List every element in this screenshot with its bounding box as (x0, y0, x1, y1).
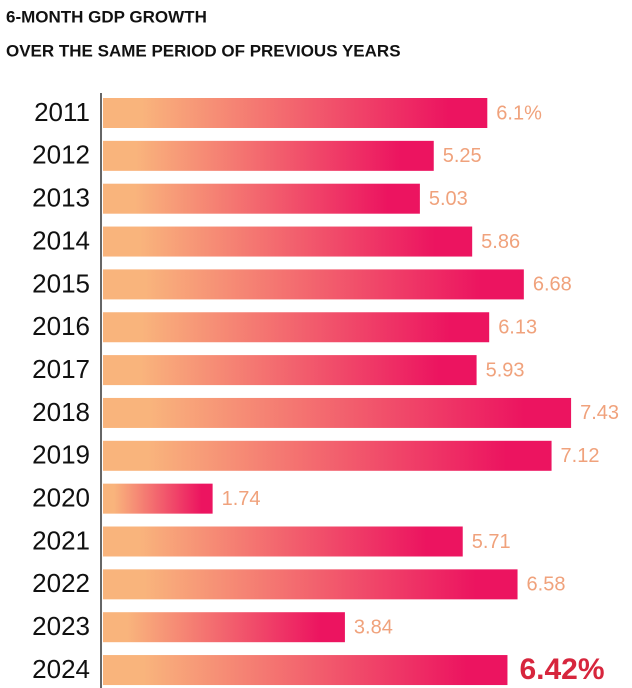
bar (103, 440, 552, 471)
value-label: 5.86 (481, 231, 520, 253)
value-label: 3.84 (354, 616, 393, 638)
value-label: 6.13 (498, 317, 537, 339)
value-label: 1.74 (222, 488, 261, 510)
chart-subtitle: OVER THE SAME PERIOD OF PREVIOUS YEARS (6, 41, 401, 60)
y-tick-label: 2017 (32, 354, 90, 384)
value-label: 6.1% (496, 102, 542, 124)
y-tick-label: 2018 (32, 397, 90, 427)
value-label: 6.58 (527, 574, 566, 596)
y-tick-label: 2011 (34, 97, 90, 127)
y-tick-label: 2020 (32, 483, 90, 513)
chart-title: 6-MONTH GDP GROWTH (6, 7, 207, 26)
y-tick-label: 2023 (32, 611, 90, 641)
y-tick-label: 2022 (32, 568, 90, 598)
bar (103, 226, 473, 257)
bar (103, 483, 213, 514)
value-label: 5.03 (429, 188, 468, 210)
bar (103, 98, 488, 128)
y-tick-label: 2019 (32, 440, 90, 470)
y-tick-label: 2021 (32, 525, 90, 555)
value-label: 5.25 (443, 145, 482, 167)
bar (103, 183, 420, 214)
value-label: 6.68 (533, 274, 572, 296)
bar (103, 312, 490, 343)
value-label: 5.93 (486, 359, 525, 381)
y-tick-label: 2014 (32, 225, 90, 255)
bar (103, 526, 463, 557)
bar (103, 655, 508, 686)
bar (103, 355, 477, 386)
bar (103, 140, 434, 171)
bar (103, 269, 524, 300)
value-label: 7.12 (561, 445, 600, 467)
bar (103, 397, 572, 428)
value-label: 6.42% (519, 653, 604, 686)
value-label: 5.71 (472, 531, 511, 553)
bar (103, 569, 518, 600)
bar (103, 612, 345, 643)
y-tick-label: 2015 (32, 268, 90, 298)
value-label: 7.43 (580, 402, 619, 424)
y-tick-label: 2012 (32, 140, 90, 170)
y-tick-label: 2013 (32, 183, 90, 213)
y-tick-label: 2016 (32, 311, 90, 341)
y-tick-label: 2024 (32, 654, 90, 684)
